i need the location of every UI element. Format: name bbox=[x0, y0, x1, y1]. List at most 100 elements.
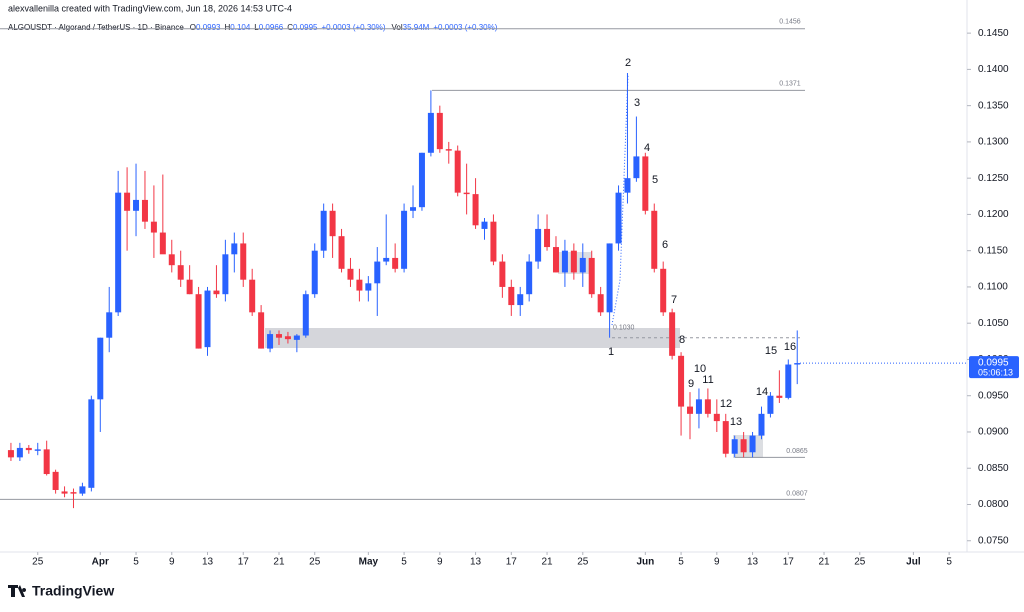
price-tag bbox=[969, 356, 1019, 379]
x-tick-label: 13 bbox=[747, 557, 759, 568]
candle-body bbox=[552, 247, 559, 273]
brand: TradingView bbox=[8, 583, 114, 599]
candle-body bbox=[579, 257, 586, 273]
candle-body bbox=[481, 221, 488, 229]
value: 0.0995 bbox=[293, 23, 318, 32]
candle-body bbox=[61, 491, 68, 494]
candle-body bbox=[16, 447, 23, 458]
brand-logo bbox=[8, 585, 27, 597]
candle-body bbox=[204, 290, 211, 348]
candle-body bbox=[588, 257, 595, 295]
label: O bbox=[190, 23, 196, 32]
candle-body bbox=[526, 261, 533, 295]
candle-body bbox=[660, 268, 667, 313]
x-tick-label: May bbox=[359, 557, 379, 568]
change: +0.0003 (+0.30%) bbox=[433, 23, 497, 32]
wave-label: 10 bbox=[694, 363, 706, 375]
x-tick-label: 25 bbox=[32, 557, 44, 568]
brand-name: TradingView bbox=[32, 583, 114, 599]
candle-body bbox=[544, 228, 551, 248]
candle-body bbox=[258, 312, 265, 349]
candle-body bbox=[275, 334, 282, 338]
level-label: 0.0807 bbox=[786, 490, 808, 497]
candle-body bbox=[222, 254, 229, 295]
x-tick-label: 9 bbox=[437, 557, 443, 568]
y-tick-label: 0.0900 bbox=[978, 427, 1009, 438]
x-tick-label: 17 bbox=[783, 557, 795, 568]
wave-label: 5 bbox=[652, 174, 658, 186]
candle-body bbox=[401, 210, 408, 269]
wave-label: 8 bbox=[679, 334, 685, 346]
x-tick-label: 5 bbox=[946, 557, 952, 568]
candle-body bbox=[758, 413, 765, 436]
x-tick-label: 5 bbox=[678, 557, 684, 568]
y-tick-label: 0.1100 bbox=[978, 282, 1008, 293]
candle-body bbox=[34, 449, 41, 451]
x-tick-label: 21 bbox=[273, 557, 285, 568]
level-label: 0.1456 bbox=[779, 19, 801, 26]
candle-body bbox=[329, 210, 336, 237]
candle-body bbox=[454, 150, 461, 193]
candle-body bbox=[633, 156, 640, 179]
candle-body bbox=[722, 421, 729, 454]
zone bbox=[265, 328, 680, 348]
candle-body bbox=[410, 207, 417, 211]
y-tick-label: 0.1300 bbox=[978, 137, 1009, 148]
candle-body bbox=[43, 449, 50, 475]
x-tick-label: Jun bbox=[636, 557, 654, 568]
y-tick-label: 0.1050 bbox=[978, 318, 1009, 329]
y-tick-label: 0.0850 bbox=[978, 463, 1009, 474]
x-tick-label: 21 bbox=[818, 557, 830, 568]
wave-label: 13 bbox=[730, 416, 742, 428]
candle-body bbox=[436, 112, 443, 150]
candle-body bbox=[597, 294, 604, 313]
candle-body bbox=[88, 399, 95, 488]
candle-body bbox=[25, 447, 32, 451]
candle-body bbox=[213, 290, 220, 295]
change: +0.0003 (+0.30%) bbox=[321, 23, 385, 32]
candle-body bbox=[106, 312, 113, 338]
candle-body bbox=[302, 294, 309, 336]
wave-label: 3 bbox=[634, 97, 640, 109]
candle-body bbox=[561, 250, 568, 273]
candle-body bbox=[427, 112, 434, 153]
x-tick-label: 13 bbox=[470, 557, 482, 568]
wave-label: 7 bbox=[671, 294, 677, 306]
label: C bbox=[287, 23, 293, 32]
y-tick-label: 0.1350 bbox=[978, 100, 1009, 111]
x-tick-label: Jul bbox=[906, 557, 921, 568]
x-tick-label: 25 bbox=[577, 557, 589, 568]
candle-body bbox=[704, 399, 711, 414]
y-tick-label: 0.1450 bbox=[978, 28, 1009, 39]
candle-body bbox=[347, 268, 354, 280]
candle-body bbox=[97, 337, 104, 400]
price-tag-countdown: 05:06:13 bbox=[978, 367, 1013, 377]
wave-label: 16 bbox=[784, 341, 796, 353]
x-tick-label: 25 bbox=[309, 557, 321, 568]
candle-body bbox=[115, 192, 122, 313]
x-tick-label: 17 bbox=[238, 557, 250, 568]
legend: ALGOUSDT · Algorand / TetherUS · 1D · Bi… bbox=[8, 23, 498, 32]
candle-body bbox=[168, 254, 175, 266]
y-tick-label: 0.1400 bbox=[978, 64, 1009, 75]
candle-body bbox=[570, 250, 577, 273]
y-tick-label: 0.1150 bbox=[978, 245, 1008, 256]
candle-body bbox=[731, 439, 738, 454]
candle-body bbox=[141, 199, 148, 222]
wave-label: 11 bbox=[702, 374, 713, 386]
x-tick-label: 17 bbox=[506, 557, 518, 568]
wave-label: 6 bbox=[662, 239, 668, 251]
candle-body bbox=[293, 335, 300, 340]
candle-body bbox=[392, 257, 399, 269]
level-label: 0.1371 bbox=[779, 80, 801, 87]
candle-body bbox=[508, 286, 515, 306]
candle-body bbox=[195, 294, 202, 349]
candle-body bbox=[267, 334, 274, 349]
x-tick-label: 9 bbox=[169, 557, 175, 568]
value: 0.0966 bbox=[259, 23, 284, 32]
candle-body bbox=[177, 265, 184, 280]
candle-body bbox=[418, 152, 425, 208]
candle-body bbox=[7, 450, 14, 458]
